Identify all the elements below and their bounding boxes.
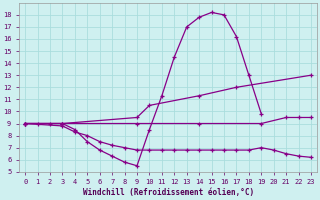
X-axis label: Windchill (Refroidissement éolien,°C): Windchill (Refroidissement éolien,°C) xyxy=(83,188,254,197)
